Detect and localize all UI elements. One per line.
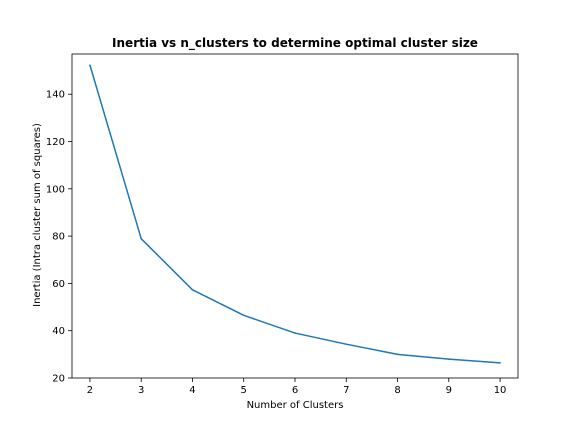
data-point <box>191 288 194 291</box>
series-group <box>89 64 501 364</box>
y-axis-label: Inertia (Intra cluster sum of squares) <box>32 123 43 307</box>
data-point <box>89 64 91 66</box>
data-point <box>396 353 399 356</box>
x-tick-label: 10 <box>494 385 507 396</box>
x-tick-label: 8 <box>394 385 400 396</box>
x-tick-label: 7 <box>343 385 349 396</box>
x-tick-label: 6 <box>292 385 298 396</box>
chart-title: Inertia vs n_clusters to determine optim… <box>112 36 478 51</box>
axis-ticks: 2 3 4 5 6 7 8 9 10 20 40 60 80 100 120 140 <box>46 90 507 396</box>
x-tick-label: 5 <box>241 385 247 396</box>
x-tick-label: 4 <box>189 385 195 396</box>
plot-frame <box>71 53 519 379</box>
x-tick-label: 3 <box>138 385 144 396</box>
x-axis-label: Number of Clusters <box>247 400 344 411</box>
x-tick-label: 2 <box>87 385 93 396</box>
x-tick-label: 9 <box>446 385 452 396</box>
data-point <box>345 343 348 345</box>
y-tick-label: 80 <box>52 232 65 243</box>
data-point <box>242 314 245 317</box>
y-tick-label: 120 <box>46 137 65 148</box>
y-tick-label: 100 <box>46 184 65 195</box>
y-tick-label: 140 <box>46 90 65 101</box>
data-point <box>499 362 501 364</box>
data-point <box>294 332 296 334</box>
y-tick-label: 40 <box>52 326 65 337</box>
y-tick-label: 60 <box>52 279 65 290</box>
data-point <box>447 358 450 360</box>
data-point <box>140 237 143 240</box>
y-tick-label: 20 <box>52 374 65 385</box>
series-line <box>89 64 501 364</box>
